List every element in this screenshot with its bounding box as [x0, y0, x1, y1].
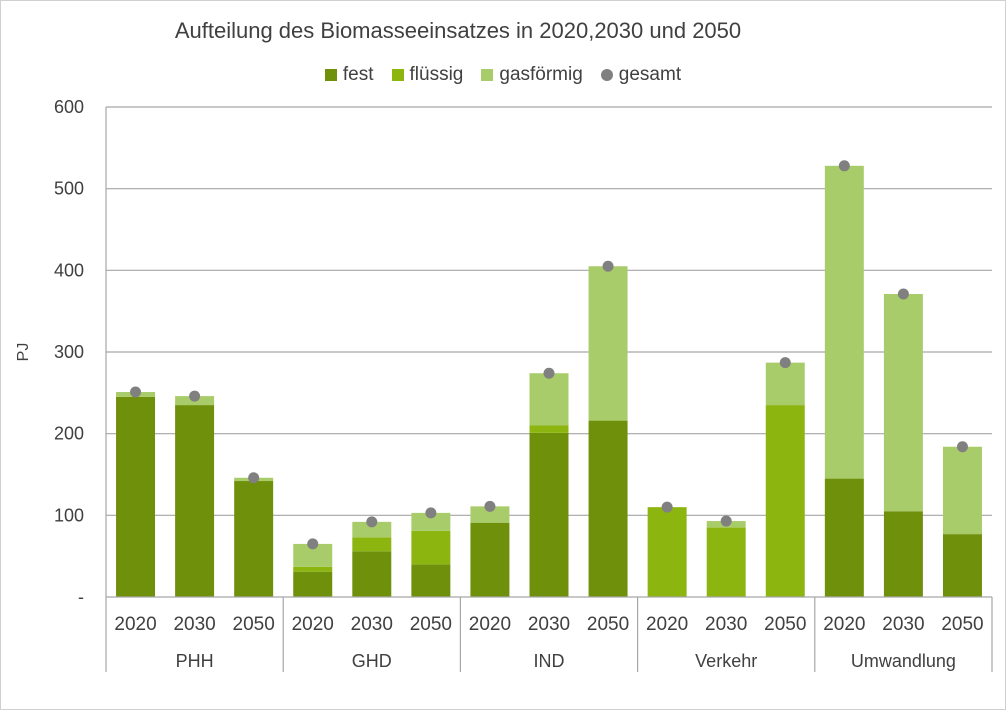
- x-tick-label: 2030: [351, 614, 393, 635]
- bar-segment-fest: [883, 511, 923, 597]
- gesamt-marker: [779, 357, 791, 369]
- x-tick-label: 2020: [114, 614, 156, 635]
- legend-item-gasfoermig: gasförmig: [481, 64, 583, 86]
- bar-segment-fest: [234, 481, 274, 597]
- legend-item-gesamt: gesamt: [600, 64, 682, 86]
- bar-segment-fest: [824, 478, 864, 597]
- y-tick-label: 400: [54, 260, 84, 280]
- x-group-label: Verkehr: [695, 651, 757, 671]
- legend-label-gasfoermig: gasförmig: [499, 64, 583, 85]
- y-tick-label: 300: [54, 342, 84, 362]
- y-tick-label: -: [78, 587, 84, 607]
- bar-segment-fest: [470, 522, 510, 597]
- bar-segment-flüssig: [647, 507, 687, 597]
- bar-segment-gasförmig: [411, 512, 451, 531]
- x-tick-label: 2020: [469, 614, 511, 635]
- y-tick-label: 200: [54, 424, 84, 444]
- bar-segment-flüssig: [529, 425, 569, 433]
- x-tick-label: 2020: [823, 614, 865, 635]
- bar-segment-flüssig: [765, 405, 805, 597]
- legend-label-fluessig: flüssig: [409, 64, 464, 85]
- x-group-label: GHD: [352, 651, 392, 671]
- bar-segment-flüssig: [293, 566, 333, 572]
- gesamt-marker: [543, 367, 555, 379]
- legend-swatch-fluessig: [391, 69, 404, 81]
- bar-segment-gasförmig: [470, 506, 510, 523]
- bar-segment-gasförmig: [588, 266, 628, 421]
- y-tick-label: 500: [54, 179, 84, 199]
- bar-segment-fest: [352, 551, 392, 597]
- legend-swatch-gasfoermig: [481, 69, 494, 81]
- legend-label-gesamt: gesamt: [618, 64, 682, 85]
- x-tick-label: 2030: [173, 614, 215, 635]
- gesamt-marker: [484, 500, 496, 512]
- bar-segment-gasförmig: [883, 294, 923, 512]
- gesamt-marker: [189, 390, 201, 402]
- gesamt-marker: [956, 441, 968, 453]
- bar-segment-flüssig: [352, 537, 392, 552]
- legend-item-fluessig: flüssig: [391, 64, 464, 86]
- x-tick-label: 2030: [528, 614, 570, 635]
- y-tick-label: 600: [54, 97, 84, 117]
- legend-swatch-fest: [324, 69, 337, 81]
- x-tick-label: 2030: [882, 614, 924, 635]
- bar-segment-gasförmig: [824, 165, 864, 479]
- y-axis-label: PJ: [15, 343, 32, 362]
- gesamt-marker: [661, 501, 673, 513]
- gesamt-marker: [130, 386, 142, 398]
- x-tick-label: 2050: [764, 614, 806, 635]
- bar-segment-fest: [942, 534, 982, 597]
- x-tick-label: 2050: [941, 614, 983, 635]
- gesamt-marker: [897, 288, 909, 300]
- y-tick-label: 100: [54, 505, 84, 525]
- bar-segment-fest: [175, 405, 215, 597]
- chart-title: Aufteilung des Biomasseeinsatzes in 2020…: [174, 18, 742, 43]
- chart-legend: fest flüssig gasförmig gesamt: [0, 64, 1006, 86]
- bar-segment-gasförmig: [942, 446, 982, 535]
- gesamt-marker: [307, 538, 319, 550]
- bar-segment-flüssig: [411, 530, 451, 565]
- bar-segment-fest: [293, 571, 333, 597]
- gesamt-marker: [366, 516, 378, 528]
- legend-marker-gesamt: [600, 69, 613, 81]
- x-tick-label: 2020: [292, 614, 334, 635]
- bar-segment-flüssig: [706, 527, 746, 597]
- gesamt-marker: [720, 515, 732, 527]
- x-group-label: PHH: [176, 651, 214, 671]
- x-group-label: Umwandlung: [851, 651, 956, 671]
- x-tick-label: 2030: [705, 614, 747, 635]
- bar-segment-fest: [588, 420, 628, 597]
- bar-segment-gasförmig: [765, 362, 805, 406]
- bar-segment-gasförmig: [352, 521, 392, 538]
- gesamt-marker: [838, 160, 850, 172]
- x-tick-label: 2020: [646, 614, 688, 635]
- gesamt-marker: [425, 507, 437, 519]
- x-tick-label: 2050: [410, 614, 452, 635]
- legend-item-fest: fest: [324, 64, 374, 86]
- bar-segment-fest: [116, 396, 156, 597]
- x-tick-label: 2050: [233, 614, 275, 635]
- legend-label-fest: fest: [342, 64, 374, 85]
- x-tick-label: 2050: [587, 614, 629, 635]
- gesamt-marker: [602, 260, 614, 272]
- gesamt-marker: [248, 472, 260, 484]
- bar-segment-fest: [411, 564, 451, 597]
- bar-segment-gasförmig: [293, 543, 333, 567]
- x-group-label: IND: [534, 651, 565, 671]
- bar-segment-gasförmig: [529, 373, 569, 426]
- bar-segment-fest: [529, 432, 569, 597]
